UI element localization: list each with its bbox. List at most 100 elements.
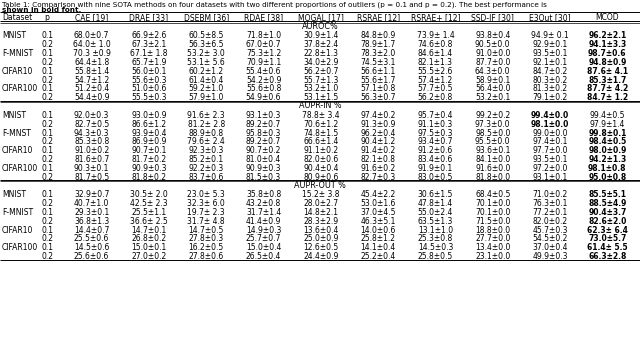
Text: 27.8±0.3: 27.8±0.3 [189, 234, 224, 243]
Text: 66.9±2.6: 66.9±2.6 [131, 31, 166, 40]
Text: 87.6± 4.1: 87.6± 4.1 [587, 67, 628, 76]
Text: 14.5±0.3: 14.5±0.3 [418, 243, 453, 252]
Text: 34.0±2.9: 34.0±2.9 [303, 58, 339, 67]
Text: 82.1±0.8: 82.1±0.8 [361, 155, 396, 164]
Text: 19.7± 2.3: 19.7± 2.3 [188, 208, 225, 217]
Text: 14.7±0.1: 14.7±0.1 [131, 226, 166, 235]
Text: 70.9±1.1: 70.9±1.1 [246, 58, 281, 67]
Text: 98.5±0.0: 98.5±0.0 [475, 129, 511, 137]
Text: 94.8±0.9: 94.8±0.9 [588, 58, 627, 67]
Text: 0.1: 0.1 [41, 146, 53, 155]
Text: 59.2±1.0: 59.2±1.0 [189, 84, 224, 93]
Text: 0.1: 0.1 [41, 67, 53, 76]
Text: 56.3±0.7: 56.3±0.7 [360, 93, 396, 102]
Text: 35.8±0.8: 35.8±0.8 [246, 190, 281, 199]
Text: 55.6±1.7: 55.6±1.7 [360, 75, 396, 85]
Text: 55.6±0.3: 55.6±0.3 [131, 75, 166, 85]
Text: 68.0±0.7: 68.0±0.7 [74, 31, 109, 40]
Text: 81.7±0.2: 81.7±0.2 [131, 155, 166, 164]
Text: 87.7± 4.2: 87.7± 4.2 [587, 84, 628, 93]
Text: 88.9±0.8: 88.9±0.8 [189, 129, 224, 137]
Text: 82.7±0.3: 82.7±0.3 [360, 172, 396, 181]
Text: 99.4±0.5: 99.4±0.5 [589, 111, 625, 120]
Text: p: p [45, 13, 49, 22]
Text: 0.1: 0.1 [41, 164, 53, 173]
Text: 78.8± 3.4: 78.8± 3.4 [302, 111, 340, 120]
Text: 56.0±0.1: 56.0±0.1 [131, 67, 166, 76]
Text: E3Out [30]: E3Out [30] [529, 13, 571, 22]
Text: 25.6±0.6: 25.6±0.6 [74, 252, 109, 261]
Text: 60.2±1.2: 60.2±1.2 [189, 67, 224, 76]
Text: 92.0±0.3: 92.0±0.3 [74, 111, 109, 120]
Text: 0.2: 0.2 [41, 155, 53, 164]
Text: 55.8±1.4: 55.8±1.4 [74, 67, 109, 76]
Text: 55.5±2.6: 55.5±2.6 [418, 67, 453, 76]
Text: 97.3±0.0: 97.3±0.0 [475, 120, 511, 129]
Text: 86.6±1.2: 86.6±1.2 [131, 120, 166, 129]
Text: Dataset: Dataset [2, 13, 32, 22]
Text: 91.3±0.9: 91.3±0.9 [360, 120, 396, 129]
Text: 92.3±0.3: 92.3±0.3 [189, 146, 224, 155]
Text: 37.0±0.4: 37.0±0.4 [532, 243, 568, 252]
Text: 67.1± 1.8: 67.1± 1.8 [130, 49, 168, 58]
Text: 54.9±0.6: 54.9±0.6 [246, 93, 282, 102]
Text: 0.2: 0.2 [41, 137, 53, 146]
Text: 25.2±0.4: 25.2±0.4 [360, 252, 396, 261]
Text: 15.0±0.4: 15.0±0.4 [246, 243, 281, 252]
Text: 67.0±0.7: 67.0±0.7 [246, 40, 282, 49]
Text: 70.1±0.0: 70.1±0.0 [475, 208, 511, 217]
Text: 90.4±0.4: 90.4±0.4 [303, 164, 339, 173]
Text: 91.6±0.0: 91.6±0.0 [475, 164, 511, 173]
Text: 88.5±4.9: 88.5±4.9 [588, 199, 627, 208]
Text: 75.3±1.2: 75.3±1.2 [246, 49, 281, 58]
Text: 0.1: 0.1 [41, 190, 53, 199]
Text: 97.4±0.2: 97.4±0.2 [360, 111, 396, 120]
Text: 86.9±0.9: 86.9±0.9 [131, 137, 166, 146]
Text: 0.2: 0.2 [41, 217, 53, 226]
Text: 70.3 ±0.9: 70.3 ±0.9 [73, 49, 111, 58]
Text: 83.7±0.6: 83.7±0.6 [189, 172, 224, 181]
Text: 53.2± 3.0: 53.2± 3.0 [188, 49, 225, 58]
Text: 31.7± 4.8: 31.7± 4.8 [188, 217, 225, 226]
Text: 27.8±0.6: 27.8±0.6 [189, 252, 224, 261]
Text: 53.2±1.0: 53.2±1.0 [303, 84, 339, 93]
Text: MNIST: MNIST [2, 31, 26, 40]
Text: 80.3±0.2: 80.3±0.2 [532, 75, 568, 85]
Text: 0.2: 0.2 [41, 40, 53, 49]
Text: 94.3±0.3: 94.3±0.3 [74, 129, 109, 137]
Text: 62.3± 6.4: 62.3± 6.4 [587, 226, 628, 235]
Text: 93.1±0.3: 93.1±0.3 [246, 111, 281, 120]
Text: F-MNST: F-MNST [2, 129, 31, 137]
Text: 25.3±0.8: 25.3±0.8 [418, 234, 453, 243]
Text: 46.3±5.1: 46.3±5.1 [360, 217, 396, 226]
Text: 94.2±1.3: 94.2±1.3 [588, 155, 627, 164]
Text: AUPR-IN %: AUPR-IN % [299, 101, 341, 110]
Text: 90.7±0.1: 90.7±0.1 [131, 146, 166, 155]
Text: 18.8±0.0: 18.8±0.0 [475, 226, 510, 235]
Text: 25.7±0.7: 25.7±0.7 [246, 234, 281, 243]
Text: 53.1± 5.6: 53.1± 5.6 [188, 58, 225, 67]
Text: 93.9±0.4: 93.9±0.4 [131, 129, 166, 137]
Text: 90.9±0.3: 90.9±0.3 [246, 164, 282, 173]
Text: 14.8±2.1: 14.8±2.1 [303, 208, 339, 217]
Text: 95.5±0.0: 95.5±0.0 [475, 137, 511, 146]
Text: 83.4±0.6: 83.4±0.6 [418, 155, 453, 164]
Text: 0.1: 0.1 [41, 243, 53, 252]
Text: 91.4±0.2: 91.4±0.2 [360, 146, 396, 155]
Text: DSEBM [36]: DSEBM [36] [184, 13, 229, 22]
Text: 81.7±0.5: 81.7±0.5 [74, 172, 109, 181]
Text: 0.1: 0.1 [41, 111, 53, 120]
Text: 94.1±3.3: 94.1±3.3 [588, 40, 627, 49]
Text: 98.4±0.5: 98.4±0.5 [588, 137, 627, 146]
Text: 90.7±0.2: 90.7±0.2 [246, 146, 281, 155]
Text: 71.0±0.2: 71.0±0.2 [532, 190, 568, 199]
Text: 0.1: 0.1 [41, 208, 53, 217]
Text: 32.9±0.7: 32.9±0.7 [74, 190, 109, 199]
Text: 42.5± 2.3: 42.5± 2.3 [130, 199, 168, 208]
Text: 93.5±0.1: 93.5±0.1 [532, 49, 568, 58]
Text: 91.9±0.1: 91.9±0.1 [418, 164, 453, 173]
Text: 70.6±1.2: 70.6±1.2 [303, 120, 339, 129]
Text: 23.1±0.0: 23.1±0.0 [475, 252, 510, 261]
Text: RDAE [38]: RDAE [38] [244, 13, 283, 22]
Text: CAE [19]: CAE [19] [75, 13, 108, 22]
